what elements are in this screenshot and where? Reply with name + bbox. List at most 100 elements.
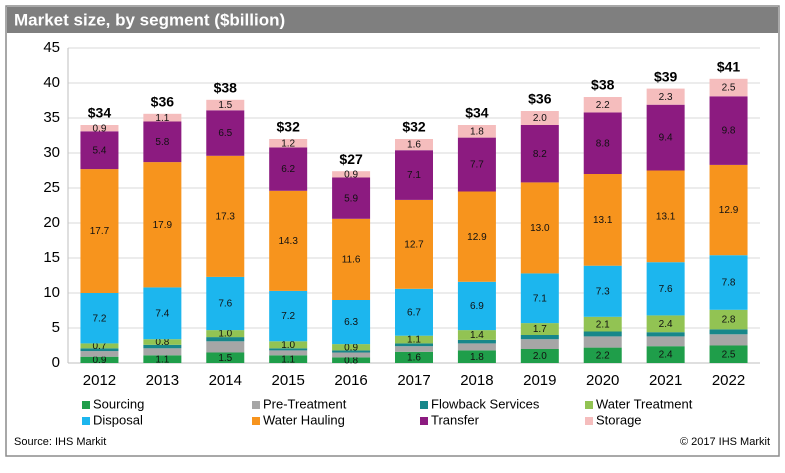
data-label: 7.1 — [533, 293, 547, 304]
bar-segment — [206, 155, 245, 277]
x-tick-label: 2022 — [712, 372, 745, 389]
data-label: 9.8 — [722, 126, 736, 137]
data-label: 1.4 — [470, 330, 484, 341]
data-label: 13.1 — [593, 215, 613, 226]
bar-segment — [80, 125, 119, 132]
data-label: 13.1 — [656, 211, 676, 222]
bar-segment — [583, 174, 622, 266]
data-label: 5.9 — [344, 193, 358, 204]
legend-label: Transfer — [431, 412, 480, 427]
data-label: 7.6 — [659, 284, 673, 295]
data-label: 1.1 — [155, 113, 169, 124]
data-label: 1.5 — [218, 353, 232, 364]
bar-segment — [80, 348, 119, 352]
x-tick-label: 2016 — [334, 372, 367, 389]
bar-segment — [646, 346, 685, 363]
bar-segment — [520, 182, 559, 274]
bar-segment — [395, 343, 433, 347]
data-label: 9.4 — [659, 133, 673, 144]
bar-segment — [520, 273, 559, 324]
bar-segment — [457, 191, 496, 282]
data-label: 2.4 — [659, 350, 673, 361]
data-label: 1.0 — [281, 340, 295, 351]
data-label: 7.2 — [281, 311, 295, 322]
x-tick-label: 2012 — [83, 372, 116, 389]
data-label: 2.3 — [659, 92, 673, 103]
bar-segment — [143, 339, 182, 345]
bar-segment — [583, 336, 622, 348]
bar-segment — [646, 104, 685, 171]
bar-segment — [583, 316, 622, 332]
data-label: 2.2 — [596, 100, 610, 111]
data-label: 1.6 — [407, 353, 421, 364]
bar-segment — [395, 346, 433, 352]
data-label: 7.2 — [93, 313, 107, 324]
bar-segment — [269, 348, 308, 351]
y-tick-label: 15 — [43, 249, 60, 266]
total-label: $38 — [591, 77, 615, 93]
bar-segment — [646, 332, 685, 337]
legend-swatch — [585, 401, 593, 409]
legend-label: Storage — [596, 412, 642, 427]
data-label: 8.2 — [533, 149, 547, 160]
bar-segment — [395, 199, 433, 289]
bar-segment — [520, 111, 559, 125]
legend-label: Water Hauling — [263, 412, 345, 427]
data-label: 6.2 — [281, 164, 295, 175]
data-label: 0.9 — [344, 169, 358, 180]
bar-segment — [457, 343, 496, 351]
data-label: 6.9 — [470, 301, 484, 312]
bar-segment — [269, 147, 308, 191]
legend-swatch — [252, 401, 260, 409]
legend-swatch — [252, 417, 260, 425]
bar-segment — [206, 276, 245, 331]
bar-segment — [583, 347, 622, 363]
bar-segment — [269, 139, 308, 148]
bar-segment — [646, 262, 685, 316]
bar-segment — [709, 309, 748, 330]
data-label: 1.0 — [218, 329, 232, 340]
bar-segment — [709, 329, 748, 335]
data-label: 6.3 — [344, 317, 358, 328]
total-label: $27 — [339, 151, 363, 167]
bar-segment — [709, 96, 748, 165]
legend-label: Pre-Treatment — [263, 396, 347, 411]
legend-label: Disposal — [93, 412, 143, 427]
bar-segment — [709, 164, 748, 256]
title-bar — [7, 7, 778, 33]
data-label: 17.7 — [90, 226, 110, 237]
data-label: 6.7 — [407, 307, 421, 318]
bar-segment — [80, 356, 119, 363]
data-label: 1.8 — [470, 126, 484, 137]
bar-segment — [143, 287, 182, 340]
bar-segment — [457, 281, 496, 331]
bar-segment — [143, 344, 182, 349]
data-label: 7.8 — [722, 278, 736, 289]
x-tick-label: 2013 — [146, 372, 179, 389]
total-label: $38 — [214, 80, 238, 96]
legend-swatch — [585, 417, 593, 425]
bar-segment — [80, 293, 119, 344]
bar-segment — [520, 349, 559, 363]
bar-segment — [646, 88, 685, 105]
data-label: 5.8 — [155, 137, 169, 148]
data-label: 14.3 — [278, 236, 298, 247]
legend-label: Water Treatment — [596, 396, 693, 411]
y-tick-label: 25 — [43, 179, 60, 196]
bar-segment — [709, 345, 748, 363]
legend-swatch — [82, 417, 90, 425]
total-label: $36 — [151, 94, 175, 110]
y-tick-label: 0 — [52, 354, 60, 371]
data-label: 2.0 — [533, 113, 547, 124]
data-label: 1.1 — [155, 354, 169, 365]
data-label: 12.9 — [467, 232, 487, 243]
data-label: 6.5 — [218, 128, 232, 139]
data-label: 1.2 — [281, 138, 295, 149]
bar-segment — [583, 331, 622, 337]
bar-segment — [583, 265, 622, 317]
data-label: 17.9 — [153, 220, 173, 231]
y-tick-label: 35 — [43, 109, 60, 126]
y-tick-label: 5 — [52, 319, 60, 336]
